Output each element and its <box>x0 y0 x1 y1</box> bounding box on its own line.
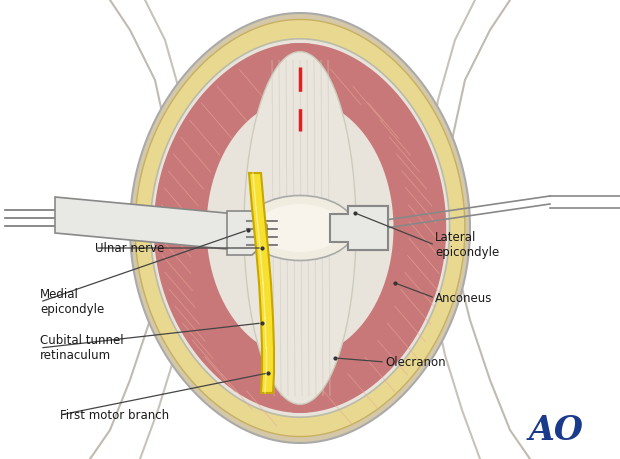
Polygon shape <box>244 52 356 404</box>
Polygon shape <box>249 173 274 393</box>
Polygon shape <box>151 39 450 417</box>
Polygon shape <box>154 43 310 413</box>
Polygon shape <box>290 43 446 413</box>
Text: Medial
epicondyle: Medial epicondyle <box>40 288 104 316</box>
Ellipse shape <box>257 204 342 252</box>
Polygon shape <box>348 206 388 250</box>
Polygon shape <box>55 197 247 251</box>
Text: Lateral
epicondyle: Lateral epicondyle <box>435 231 499 259</box>
Text: Anconeus: Anconeus <box>435 291 492 304</box>
Polygon shape <box>130 13 470 443</box>
Text: AO: AO <box>528 414 583 447</box>
Polygon shape <box>227 211 267 255</box>
Ellipse shape <box>245 196 355 261</box>
Text: Ulnar nerve: Ulnar nerve <box>95 241 164 254</box>
Text: First motor branch: First motor branch <box>60 409 169 421</box>
Text: Olecranon: Olecranon <box>385 356 446 369</box>
Polygon shape <box>135 19 465 437</box>
Polygon shape <box>330 206 388 250</box>
Text: Cubital tunnel
retinaculum: Cubital tunnel retinaculum <box>40 334 123 362</box>
